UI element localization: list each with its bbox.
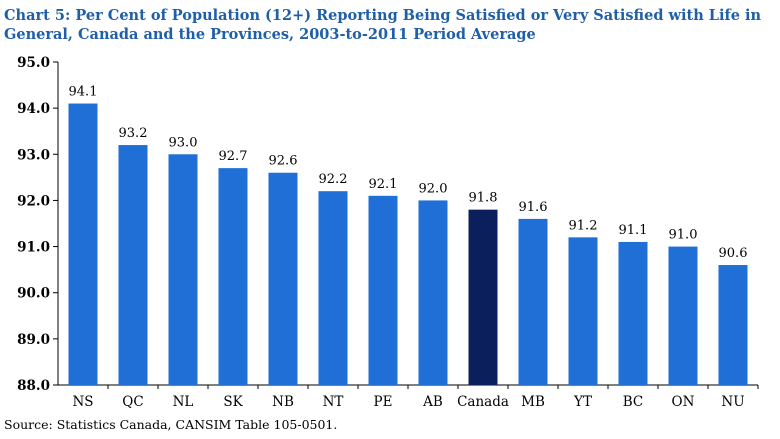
y-tick-label: 90.0 (17, 286, 50, 302)
bar-yt (568, 237, 598, 385)
value-label-yt: 91.2 (569, 218, 598, 233)
chart-bars (68, 103, 748, 386)
value-label-nu: 90.6 (719, 246, 748, 261)
bar-ns (68, 103, 98, 386)
category-label-sk: SK (223, 394, 243, 410)
y-tick-label: 92.0 (17, 193, 50, 209)
value-label-on: 91.0 (669, 228, 698, 243)
value-label-canada: 91.8 (469, 191, 498, 206)
y-tick-label: 93.0 (17, 147, 50, 163)
value-label-ab: 92.0 (419, 181, 448, 196)
value-label-nt: 92.2 (319, 172, 348, 187)
category-label-on: ON (672, 394, 695, 410)
y-tick-label: 95.0 (17, 55, 50, 71)
bar-nu (718, 265, 748, 385)
category-label-nt: NT (323, 394, 344, 410)
y-tick-label: 91.0 (17, 240, 50, 256)
category-label-nl: NL (173, 394, 194, 410)
y-tick-label: 89.0 (17, 332, 50, 348)
y-tick-label: 88.0 (17, 378, 50, 394)
category-label-nu: NU (721, 394, 744, 410)
y-tick-label: 94.0 (17, 101, 50, 117)
value-label-bc: 91.1 (619, 223, 648, 238)
chart-labels: 94.1 NS 93.2 QC 93.0 NL 92.7 SK 92.6 NB 92.2 NT 92.1… (69, 85, 748, 410)
value-label-ns: 94.1 (69, 85, 98, 100)
category-label-qc: QC (122, 394, 143, 410)
bar-nb (268, 172, 298, 385)
value-label-pe: 92.1 (369, 177, 398, 192)
bar-ab (418, 200, 448, 385)
chart-title: Chart 5: Per Cent of Population (12+) Re… (4, 7, 762, 43)
value-label-nl: 93.0 (169, 135, 198, 150)
value-label-mb: 91.6 (519, 200, 548, 215)
bar-pe (368, 195, 398, 385)
value-label-qc: 93.2 (119, 126, 148, 141)
category-label-canada: Canada (457, 394, 509, 410)
bar-sk (218, 168, 248, 385)
category-label-ab: AB (422, 394, 443, 410)
bar-canada (468, 209, 498, 385)
value-label-nb: 92.6 (269, 154, 298, 169)
bar-bc (618, 241, 648, 385)
bar-mb (518, 218, 548, 385)
source-note: Source: Statistics Canada, CANSIM Table … (4, 417, 338, 432)
bar-qc (118, 145, 148, 385)
category-label-pe: PE (374, 394, 393, 410)
bar-nl (168, 154, 198, 385)
category-label-yt: YT (573, 394, 592, 410)
category-label-nb: NB (272, 394, 294, 410)
value-label-sk: 92.7 (219, 149, 248, 164)
category-label-ns: NS (72, 394, 93, 410)
category-label-mb: MB (521, 394, 545, 410)
bar-on (668, 246, 698, 385)
bar-nt (318, 191, 348, 385)
category-label-bc: BC (623, 394, 644, 410)
